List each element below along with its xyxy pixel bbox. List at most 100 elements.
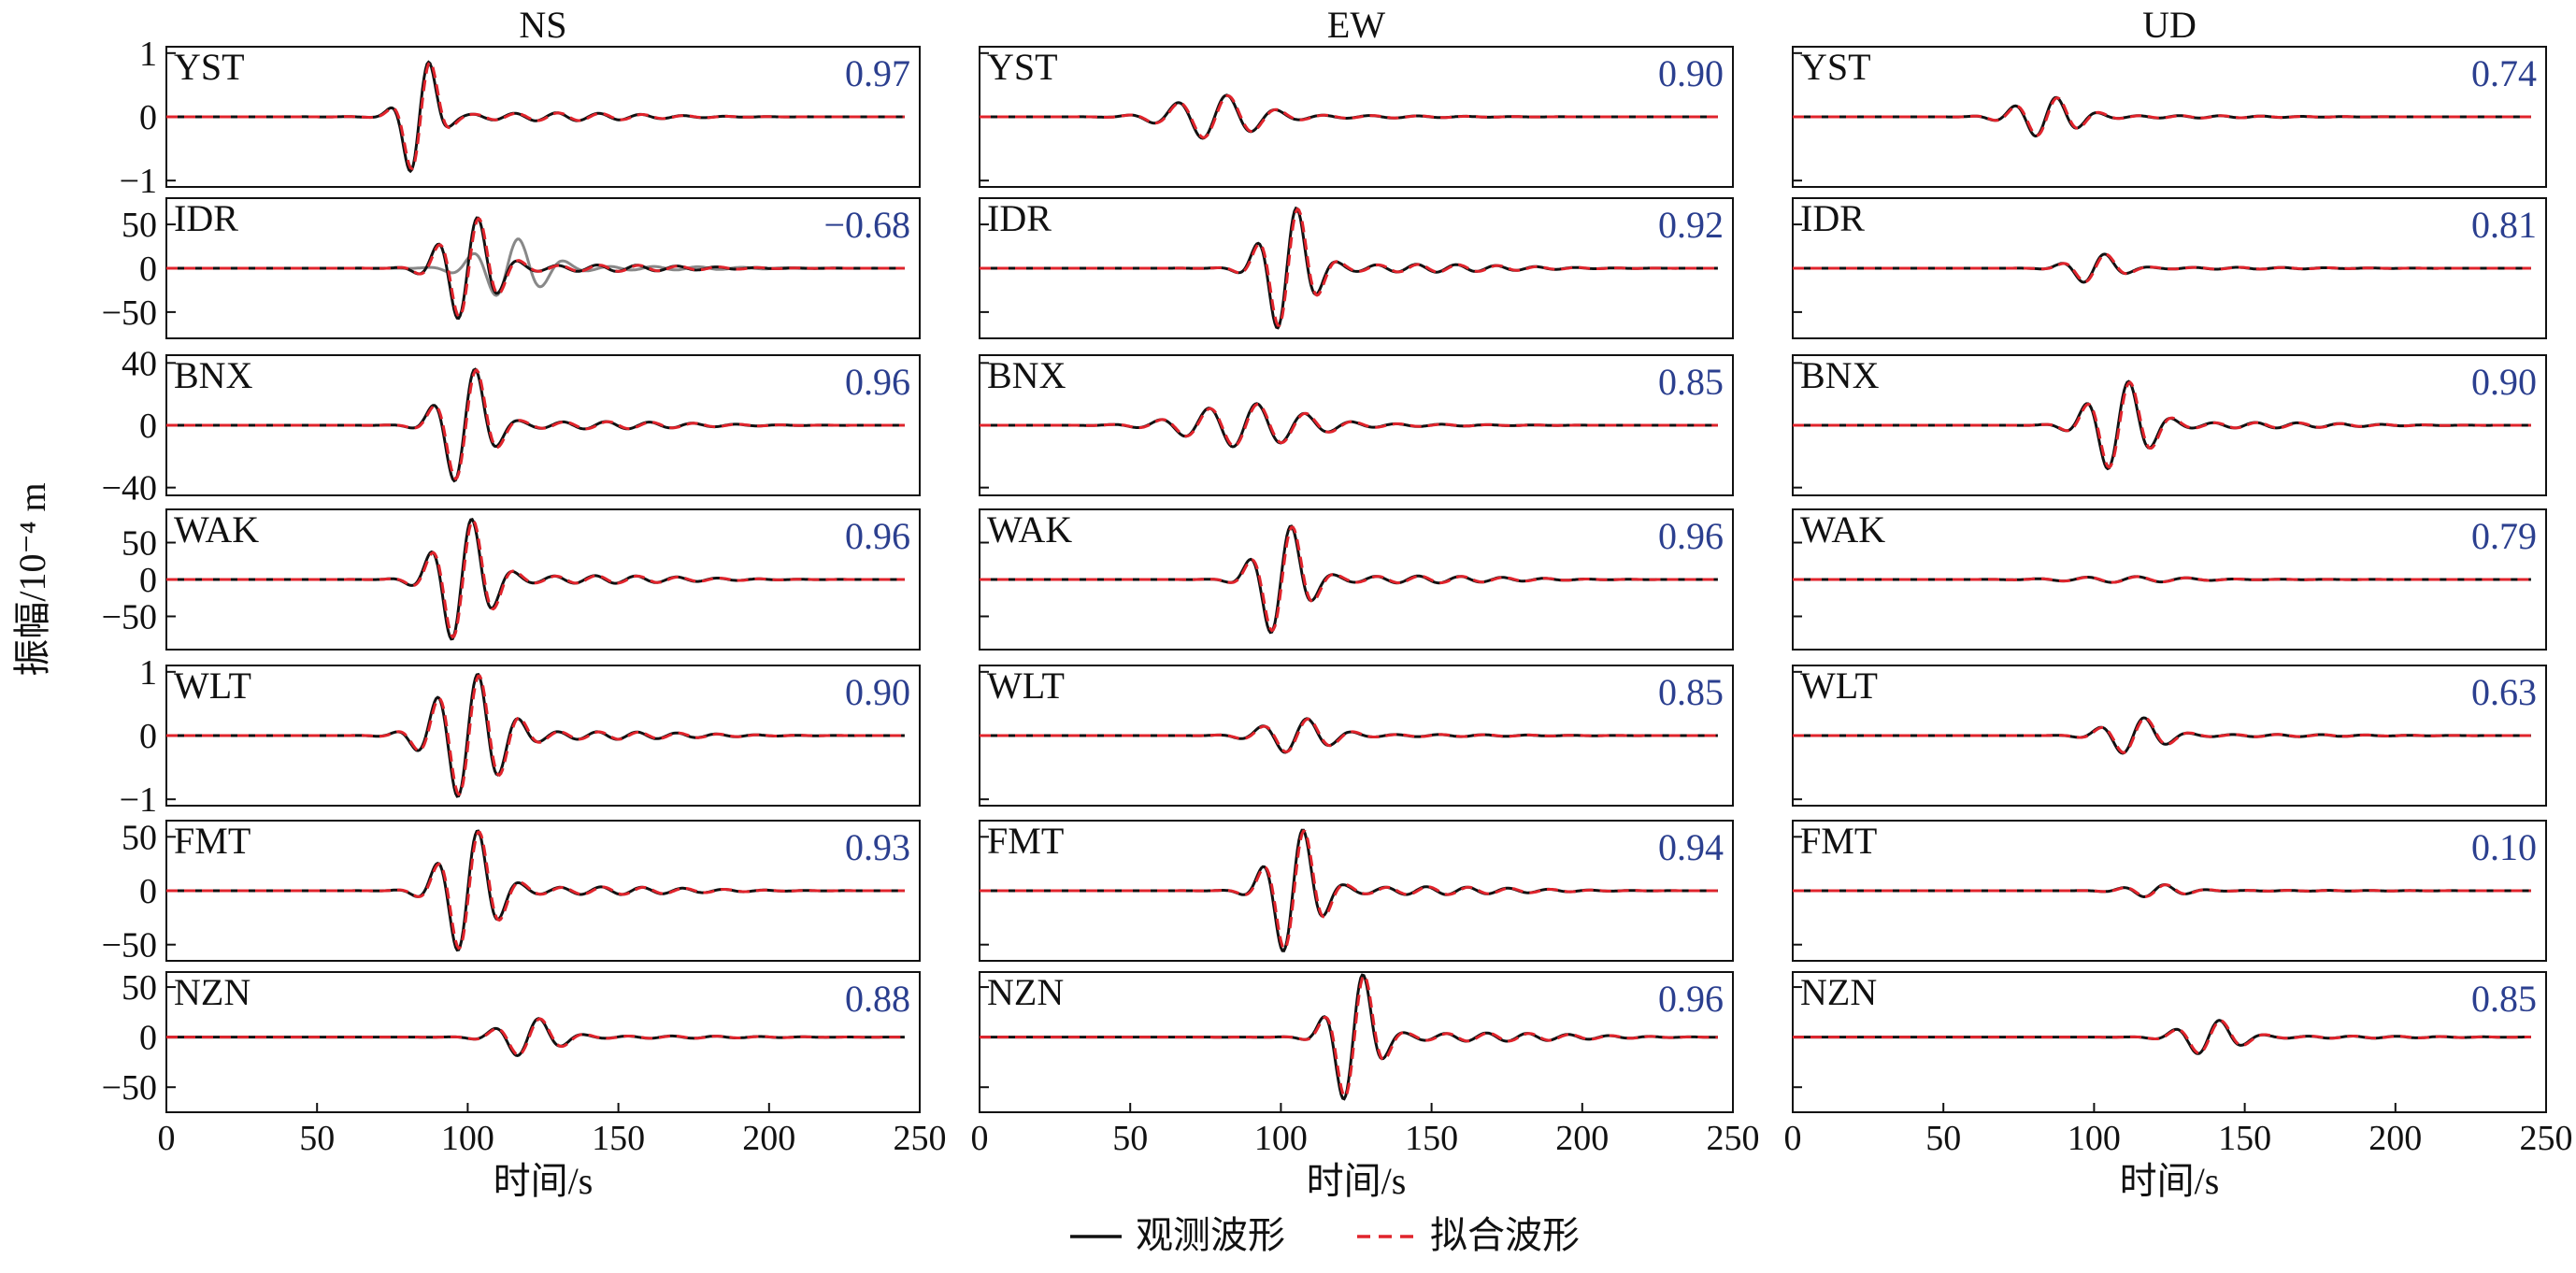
panel-frame bbox=[1792, 971, 2547, 1113]
y-tick-label: −1 bbox=[120, 780, 157, 820]
correlation-value: −0.68 bbox=[823, 204, 910, 246]
panel-nzn-ew: NZN 0.96 bbox=[979, 971, 1734, 1113]
station-label: YST bbox=[174, 46, 245, 88]
station-label: YST bbox=[1800, 46, 1871, 88]
x-tick-label: 250 bbox=[2520, 1119, 2573, 1158]
correlation-value: 0.96 bbox=[1658, 515, 1724, 557]
x-tick-label: 0 bbox=[1784, 1119, 1802, 1158]
synthetic-trace bbox=[980, 973, 1718, 1098]
y-tick-label: 40 bbox=[122, 344, 157, 383]
x-tick-label: 0 bbox=[971, 1119, 989, 1158]
synthetic-trace bbox=[166, 60, 905, 171]
station-label: BNX bbox=[174, 354, 253, 396]
synthetic-trace bbox=[166, 830, 905, 951]
correlation-value: 0.10 bbox=[2471, 826, 2537, 868]
x-axis-label: 时间/s bbox=[1307, 1160, 1407, 1202]
synthetic-trace bbox=[980, 717, 1718, 753]
column-titles: NS EW UD bbox=[519, 4, 2196, 46]
y-tick-label: 0 bbox=[139, 717, 157, 756]
panel-yst-ns: 1 0 −1 YST 0.97 bbox=[120, 35, 921, 201]
panel-bnx-ew: BNX 0.85 bbox=[979, 354, 1734, 496]
panel-wak-ns: 500−50 WAK 0.96 bbox=[102, 508, 921, 651]
x-tick-label: 150 bbox=[1405, 1119, 1458, 1158]
x-tick-label: 150 bbox=[2218, 1119, 2271, 1158]
x-tick-label: 150 bbox=[592, 1119, 645, 1158]
x-tick-label: 50 bbox=[1925, 1119, 1961, 1158]
station-label: FMT bbox=[1800, 820, 1877, 862]
panel-wlt-ud: WLT 0.63 bbox=[1792, 665, 2547, 807]
station-label: FMT bbox=[174, 820, 250, 862]
panel-fmt-ew: FMT 0.94 bbox=[979, 820, 1734, 962]
y-tick-label: −50 bbox=[102, 293, 157, 333]
y-tick-label: 50 bbox=[122, 524, 157, 564]
panel-yst-ud: YST 0.74 bbox=[1792, 46, 2547, 188]
x-tick-label: 100 bbox=[2068, 1119, 2121, 1158]
correlation-value: 0.63 bbox=[2471, 671, 2537, 713]
synthetic-trace bbox=[1793, 1019, 2531, 1055]
synthetic-trace bbox=[166, 217, 905, 319]
x-tick-label: 50 bbox=[299, 1119, 335, 1158]
station-label: WLT bbox=[174, 665, 251, 707]
correlation-value: 0.96 bbox=[1658, 978, 1724, 1020]
synthetic-trace bbox=[980, 93, 1718, 139]
y-tick-label: 0 bbox=[139, 407, 157, 446]
station-label: WLT bbox=[987, 665, 1065, 707]
correlation-value: 0.85 bbox=[2471, 978, 2537, 1020]
x-axis-label: 时间/s bbox=[494, 1160, 594, 1202]
x-tick-label: 200 bbox=[2368, 1119, 2422, 1158]
correlation-value: 0.90 bbox=[845, 671, 910, 713]
x-axes: 0 50 100 150 200 250 时间/s 0 50 100 150 200 250 时间/s 0 5… bbox=[158, 1103, 2573, 1202]
synthetic-trace bbox=[980, 829, 1718, 951]
panel-bnx-ud: BNX 0.90 bbox=[1792, 354, 2547, 496]
column-title-ns: NS bbox=[519, 4, 566, 46]
panel-wak-ew: WAK 0.96 bbox=[979, 508, 1734, 651]
legend-observed-label: 观测波形 bbox=[1136, 1214, 1285, 1256]
observed-trace bbox=[1793, 95, 2531, 138]
panel-yst-ew: YST 0.90 bbox=[979, 46, 1734, 188]
correlation-value: 0.74 bbox=[2471, 52, 2537, 94]
y-tick-label: 50 bbox=[122, 206, 157, 245]
station-label: NZN bbox=[987, 971, 1064, 1013]
correlation-value: 0.97 bbox=[845, 52, 910, 94]
x-axis-label: 时间/s bbox=[2120, 1160, 2220, 1202]
station-label: BNX bbox=[1800, 354, 1880, 396]
synthetic-trace bbox=[1793, 380, 2531, 469]
correlation-value: 0.79 bbox=[2471, 515, 2537, 557]
x-tick-label: 100 bbox=[441, 1119, 494, 1158]
legend: 观测波形 拟合波形 bbox=[1070, 1214, 1580, 1256]
station-label: WAK bbox=[987, 508, 1072, 551]
correlation-value: 0.90 bbox=[2471, 361, 2537, 403]
panel-wlt-ns: 1 0 −1 WLT 0.90 bbox=[120, 653, 921, 820]
panel-idr-ew: IDR 0.92 bbox=[979, 197, 1734, 339]
station-label: NZN bbox=[1800, 971, 1877, 1013]
y-tick-label: 0 bbox=[139, 98, 157, 137]
y-tick-label: 0 bbox=[139, 1019, 157, 1058]
x-tick-label: 50 bbox=[1112, 1119, 1148, 1158]
synthetic-trace bbox=[1793, 252, 2531, 283]
station-label: WAK bbox=[174, 508, 259, 551]
station-label: NZN bbox=[174, 971, 250, 1013]
y-tick-label: 1 bbox=[139, 653, 157, 693]
correlation-value: 0.92 bbox=[1658, 204, 1724, 246]
observed-trace bbox=[166, 1017, 905, 1057]
y-tick-label: 50 bbox=[122, 968, 157, 1008]
x-tick-label: 250 bbox=[894, 1119, 947, 1158]
correlation-value: 0.94 bbox=[1658, 826, 1724, 868]
column-title-ud: UD bbox=[2142, 4, 2197, 46]
y-tick-label: 0 bbox=[139, 872, 157, 911]
observed-trace bbox=[980, 93, 1718, 140]
station-label: IDR bbox=[1800, 197, 1865, 239]
panel-nzn-ud: NZN 0.85 bbox=[1792, 971, 2547, 1113]
x-tick-label: 200 bbox=[742, 1119, 795, 1158]
y-tick-label: −40 bbox=[102, 469, 157, 508]
y-tick-label: −50 bbox=[102, 1068, 157, 1108]
station-label: IDR bbox=[174, 197, 238, 239]
correlation-value: 0.93 bbox=[845, 826, 910, 868]
y-tick-label: −50 bbox=[102, 926, 157, 965]
synthetic-trace bbox=[166, 674, 905, 796]
panel-frame bbox=[165, 971, 921, 1113]
station-label: IDR bbox=[987, 197, 1052, 239]
y-tick-label: 0 bbox=[139, 561, 157, 600]
x-tick-label: 100 bbox=[1254, 1119, 1308, 1158]
